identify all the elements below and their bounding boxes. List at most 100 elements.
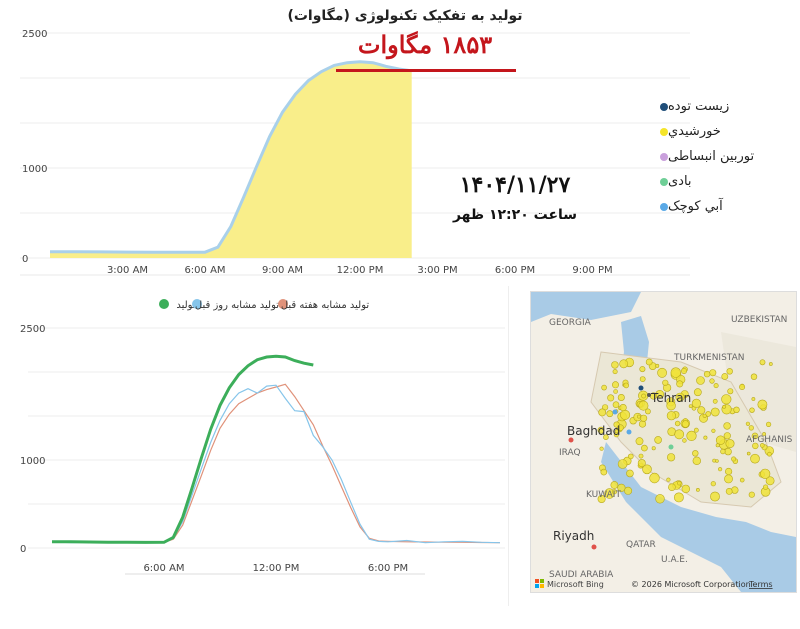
comparison-chart-y-ticks: 0 1000 2500 — [20, 324, 45, 555]
plant-marker — [709, 369, 717, 377]
plant-marker — [739, 384, 746, 391]
legend-label-day-before: تولید مشابه روز قبل — [195, 300, 279, 311]
plant-location-map[interactable]: GEORGIA TURKMENISTAN UZBEKISTAN AFGHANIS… — [530, 291, 797, 593]
plant-marker — [668, 444, 674, 450]
technology-legend: زیست توده خورشیدي توربین انبساطی بادی آب… — [654, 94, 794, 219]
plant-marker — [626, 469, 634, 478]
plant-marker — [642, 464, 652, 475]
legend-dot-small-hydro — [660, 202, 668, 211]
plant-marker — [768, 362, 773, 366]
series-line-day-before — [51, 384, 501, 544]
plant-marker — [628, 453, 634, 460]
plant-markers — [597, 357, 775, 504]
top-chart-x-tick-label: 12:00 PM — [337, 265, 384, 276]
comparison-chart-x-tick-label: 6:00 AM — [143, 563, 184, 574]
plant-marker — [655, 494, 665, 504]
plant-marker — [617, 424, 624, 431]
legend-item-solar[interactable]: خورشیدي — [654, 119, 794, 144]
map-city-tehran: Tehran — [650, 391, 691, 405]
legend-label-production: تولید — [176, 300, 195, 311]
legend-dot-solar — [660, 127, 668, 136]
plant-marker — [667, 453, 676, 462]
series-line-production — [52, 354, 314, 544]
current-production-underline — [336, 69, 516, 72]
tehran-marker — [647, 393, 651, 397]
plant-marker — [751, 397, 756, 401]
top-chart-x-tick-label: 9:00 PM — [572, 265, 612, 276]
plant-marker — [710, 491, 720, 502]
legend-dot-production — [159, 299, 169, 309]
plant-marker — [731, 456, 737, 462]
plant-marker — [637, 459, 646, 468]
legend-item-biomass[interactable]: زیست توده — [654, 94, 794, 119]
plant-marker — [641, 393, 646, 399]
plant-marker — [638, 385, 644, 391]
top-chart-y-tick-label: 2500 — [22, 29, 47, 40]
plant-marker — [718, 467, 723, 472]
plant-marker — [681, 368, 688, 375]
plant-marker — [712, 458, 717, 463]
plant-marker — [765, 476, 775, 486]
plant-marker — [617, 394, 625, 402]
plant-marker — [697, 406, 706, 415]
plant-marker — [748, 491, 755, 498]
plant-marker — [614, 429, 619, 434]
plant-marker — [611, 361, 619, 369]
plant-marker — [703, 435, 708, 440]
plant-marker — [639, 414, 648, 422]
plant-marker — [612, 369, 618, 375]
plant-marker — [638, 453, 644, 459]
map-label-uae: U.A.E. — [661, 555, 688, 565]
plant-marker — [695, 487, 700, 492]
plant-marker — [723, 422, 731, 430]
comparison-chart-y-tick-label: 1000 — [20, 456, 45, 467]
plant-marker — [712, 398, 718, 404]
plant-marker — [639, 366, 646, 373]
plant-marker — [762, 432, 767, 436]
plant-marker — [688, 404, 693, 409]
legend-item-expansion-turbine[interactable]: توربین انبساطی — [654, 144, 794, 169]
plant-marker — [657, 367, 668, 378]
top-chart-title: تولید به تفکیک تکنولوژی (مگاوات) — [287, 8, 523, 24]
map-canvas[interactable]: GEORGIA TURKMENISTAN UZBEKISTAN AFGHANIS… — [531, 292, 796, 592]
plant-marker — [692, 450, 699, 457]
plant-marker — [682, 438, 687, 443]
comparison-chart-y-tick-label: 2500 — [20, 324, 45, 335]
plant-marker — [617, 483, 626, 492]
legend-dot-wind — [660, 177, 668, 186]
plant-marker — [675, 392, 685, 402]
plant-marker — [686, 430, 697, 441]
plant-marker — [709, 378, 715, 384]
plant-marker — [645, 408, 651, 415]
bing-logo-text: Microsoft Bing — [547, 580, 604, 589]
legend-label: خورشیدي — [668, 124, 721, 139]
plant-marker — [724, 474, 733, 484]
plant-marker — [677, 481, 682, 486]
plant-marker — [681, 484, 691, 494]
map-attribution: © 2026 Microsoft Corporation — [631, 580, 751, 589]
legend-item-wind[interactable]: بادی — [654, 169, 794, 194]
plant-marker — [600, 468, 608, 476]
plant-marker — [619, 403, 627, 412]
plant-marker — [752, 442, 759, 450]
plant-marker — [624, 486, 633, 495]
legend-dot-expansion-turbine — [660, 152, 668, 161]
legend-item-small-hydro[interactable]: آبي كوچک — [654, 194, 794, 219]
comparison-chart-x-tick-label: 6:00 PM — [368, 563, 408, 574]
map-label-saudi: SAUDI ARABIA — [549, 570, 614, 580]
map-label-afghanistan: AFGHANIS — [746, 435, 793, 445]
plant-marker — [620, 409, 631, 420]
plant-marker — [746, 451, 751, 456]
solar-area — [50, 61, 412, 258]
persian-gulf — [601, 442, 796, 592]
plant-marker — [612, 409, 618, 415]
plant-marker — [749, 407, 755, 413]
map-label-kuwait: KUWAIT — [586, 490, 621, 500]
map-city-riyadh: Riyadh — [553, 529, 594, 543]
map-terms-link[interactable]: Terms — [748, 580, 773, 589]
comparison-chart: تولید تولید مشابه روز قبل تولید مشابه هف… — [20, 299, 505, 575]
map-city-baghdad: Baghdad — [567, 424, 620, 438]
plant-marker — [739, 477, 745, 483]
top-chart-y-tick-label: 0 — [22, 254, 28, 265]
